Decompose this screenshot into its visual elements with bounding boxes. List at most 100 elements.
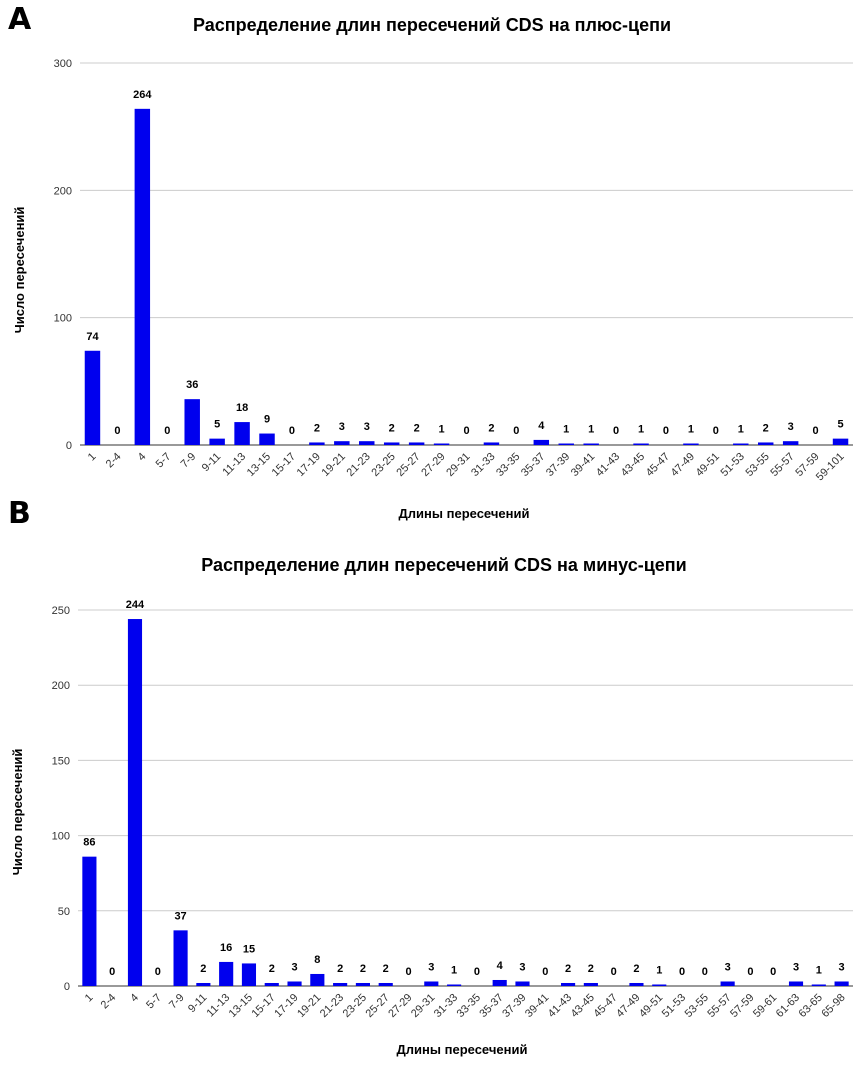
chart-a-data-label: 3: [364, 421, 370, 433]
chart-b-data-label: 2: [565, 963, 571, 975]
chart-b-data-label: 3: [428, 961, 434, 973]
chart-b-xtick-label: 43-45: [569, 992, 597, 1020]
chart-b-bar: [583, 982, 598, 986]
chart-b-bar: [82, 856, 97, 986]
chart-a-data-label: 3: [339, 421, 345, 433]
chart-b-bar: [447, 984, 462, 986]
chart-a-data-label: 74: [86, 331, 99, 343]
chart-a-bar: [334, 441, 350, 445]
chart-b-bar: [355, 982, 370, 986]
chart-a-bar: [184, 399, 200, 445]
chart-b-data-label: 0: [405, 966, 411, 978]
chart-b-xtick-label: 7-9: [167, 992, 187, 1012]
chart-a-bar: [359, 441, 375, 445]
chart-b-bar: [515, 981, 530, 986]
chart-b-xtick-label: 63-65: [797, 992, 825, 1020]
chart-b-xtick-label: 61-63: [774, 992, 802, 1020]
chart-b-data-label: 3: [793, 961, 799, 973]
chart-b-xtick-label: 4: [128, 992, 141, 1005]
chart-a-data-label: 4: [538, 420, 545, 432]
chart-b-data-label: 2: [269, 963, 275, 975]
panel-letter-a: A: [8, 2, 32, 37]
chart-b-ylabel: Число пересечений: [10, 749, 25, 876]
chart-a-bar: [259, 433, 275, 445]
chart-b-bar: [834, 981, 849, 986]
chart-b-bar: [287, 981, 302, 986]
chart-a-data-label: 2: [488, 422, 494, 434]
chart-b-xtick-label: 47-49: [614, 992, 642, 1020]
chart-b-xtick-label: 57-59: [728, 992, 756, 1020]
chart-b-xtick-label: 23-25: [341, 992, 369, 1020]
chart-b-data-label: 0: [747, 966, 753, 978]
chart-b-bar: [196, 982, 211, 986]
chart-b-data-label: 0: [109, 966, 115, 978]
chart-a-bar: [209, 438, 225, 445]
chart-b-bar: [127, 619, 143, 986]
chart-a-bar: [757, 442, 774, 445]
chart-a-bar: [234, 422, 250, 445]
chart-b-xtick-label: 35-37: [477, 992, 505, 1020]
chart-b-data-label: 2: [588, 963, 594, 975]
chart-b-data-label: 15: [243, 943, 255, 955]
chart-b-ytick-label: 0: [64, 981, 70, 993]
chart-b-data-label: 2: [337, 963, 343, 975]
chart-a-data-label: 0: [463, 425, 469, 437]
chart-a-data-label: 1: [563, 424, 569, 436]
chart-b-xtick-label: 65-98: [819, 992, 847, 1020]
chart-b-xtick-label: 21-23: [318, 992, 346, 1020]
chart-a-bar: [134, 108, 151, 445]
chart-a-data-label: 9: [264, 414, 270, 426]
chart-b-data-label: 0: [155, 966, 161, 978]
chart-b-xtick-label: 49-51: [637, 992, 665, 1020]
chart-a-bar: [483, 442, 500, 445]
chart-b-bar: [378, 982, 393, 986]
chart-b-data-label: 0: [474, 966, 480, 978]
chart-b-bar: [333, 982, 348, 986]
chart-a-bar: [832, 438, 849, 445]
chart-a-data-label: 36: [186, 379, 198, 391]
chart-a-bar: [633, 443, 649, 445]
chart-b-data-label: 3: [725, 961, 731, 973]
chart-b-data-label: 2: [633, 963, 639, 975]
chart-a-bar: [683, 443, 699, 445]
chart-a: Распределение длин пересечений CDS на пл…: [12, 15, 853, 521]
chart-b-xtick-label: 17-19: [272, 992, 300, 1020]
chart-a-data-label: 5: [837, 419, 843, 431]
chart-b-data-label: 37: [174, 910, 186, 922]
chart-a-data-label: 2: [389, 422, 395, 434]
chart-a-data-label: 1: [439, 424, 445, 436]
chart-b-bar: [788, 981, 804, 986]
chart-b-xtick-label: 53-55: [683, 992, 711, 1020]
chart-a-bar: [583, 443, 599, 445]
chart-a-data-label: 0: [613, 425, 619, 437]
chart-a-bar: [558, 443, 574, 445]
chart-b-data-label: 0: [679, 966, 685, 978]
chart-b-bar: [652, 984, 667, 986]
chart-b-ytick-label: 50: [58, 906, 70, 918]
chart-a-ytick-label: 100: [54, 313, 72, 325]
chart-b-xtick-label: 39-41: [523, 992, 551, 1020]
chart-b-xtick-label: 41-43: [546, 992, 574, 1020]
chart-b-bar: [241, 963, 257, 986]
chart-a-bar: [84, 350, 101, 445]
chart-b-xtick-label: 51-53: [660, 992, 688, 1020]
chart-b-bar: [264, 982, 279, 986]
chart-b-xtick-label: 5-7: [144, 992, 164, 1012]
chart-b-xtick-label: 59-61: [751, 992, 779, 1020]
chart-b-xtick-label: 19-21: [295, 992, 323, 1020]
chart-a-ytick-label: 300: [54, 58, 72, 70]
chart-a-bar: [533, 439, 550, 445]
chart-b-data-label: 3: [291, 961, 297, 973]
chart-b-bar: [173, 930, 188, 986]
chart-b-bar: [811, 984, 826, 986]
chart-b-data-label: 16: [220, 942, 232, 954]
chart-b-data-label: 0: [702, 966, 708, 978]
chart-a-title: Распределение длин пересечений CDS на пл…: [193, 15, 671, 35]
chart-a-bar: [782, 441, 799, 445]
chart-b-data-label: 2: [360, 963, 366, 975]
chart-a-ytick-label: 200: [54, 185, 72, 197]
chart-a-data-label: 1: [688, 424, 694, 436]
chart-b-ytick-label: 150: [52, 755, 70, 767]
chart-b-xtick-label: 55-57: [705, 992, 733, 1020]
